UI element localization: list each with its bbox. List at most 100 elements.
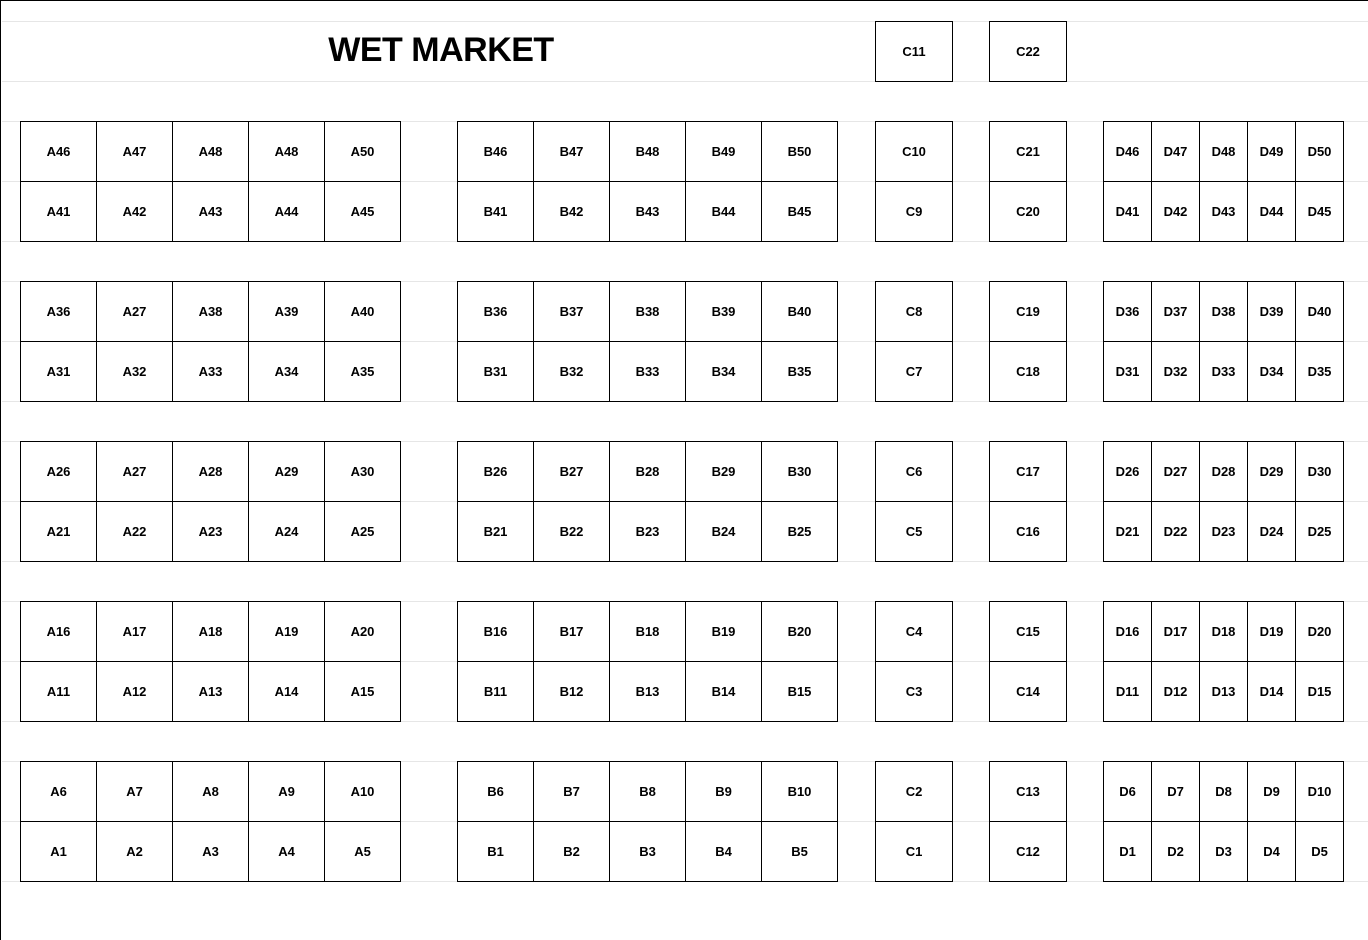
stall-b43: B43 xyxy=(609,181,686,242)
stall-d41: D41 xyxy=(1103,181,1152,242)
stall-d46: D46 xyxy=(1103,121,1152,182)
stall-a29: A29 xyxy=(248,441,325,502)
stall-b46: B46 xyxy=(457,121,534,182)
gridline xyxy=(2,81,1368,82)
stall-a33: A33 xyxy=(172,341,249,402)
stall-a41: A41 xyxy=(20,181,97,242)
stall-a5: A5 xyxy=(324,821,401,882)
stall-d6: D6 xyxy=(1103,761,1152,822)
stall-d48: D48 xyxy=(1199,121,1248,182)
stall-a35: A35 xyxy=(324,341,401,402)
stall-b26: B26 xyxy=(457,441,534,502)
stall-a26: A26 xyxy=(20,441,97,502)
stall-b34: B34 xyxy=(685,341,762,402)
stall-a40: A40 xyxy=(324,281,401,342)
stall-d2: D2 xyxy=(1151,821,1200,882)
stall-a20: A20 xyxy=(324,601,401,662)
stall-a46: A46 xyxy=(20,121,97,182)
stall-b21: B21 xyxy=(457,501,534,562)
stall-b27: B27 xyxy=(533,441,610,502)
stall-b30: B30 xyxy=(761,441,838,502)
stall-a36: A36 xyxy=(20,281,97,342)
stall-b15: B15 xyxy=(761,661,838,722)
stall-a22: A22 xyxy=(96,501,173,562)
stall-c9: C9 xyxy=(875,181,953,242)
stall-a48: A48 xyxy=(248,121,325,182)
stall-b33: B33 xyxy=(609,341,686,402)
stall-b10: B10 xyxy=(761,761,838,822)
stall-b3: B3 xyxy=(609,821,686,882)
stall-d35: D35 xyxy=(1295,341,1344,402)
stall-b36: B36 xyxy=(457,281,534,342)
stall-a48: A48 xyxy=(172,121,249,182)
stall-b4: B4 xyxy=(685,821,762,882)
stall-b16: B16 xyxy=(457,601,534,662)
stall-a15: A15 xyxy=(324,661,401,722)
stall-c4: C4 xyxy=(875,601,953,662)
stall-d22: D22 xyxy=(1151,501,1200,562)
stall-b13: B13 xyxy=(609,661,686,722)
stall-d19: D19 xyxy=(1247,601,1296,662)
stall-c18: C18 xyxy=(989,341,1067,402)
stall-c2: C2 xyxy=(875,761,953,822)
stall-d21: D21 xyxy=(1103,501,1152,562)
stall-a14: A14 xyxy=(248,661,325,722)
stall-d11: D11 xyxy=(1103,661,1152,722)
stall-b9: B9 xyxy=(685,761,762,822)
stall-a19: A19 xyxy=(248,601,325,662)
stall-c1: C1 xyxy=(875,821,953,882)
stall-c5: C5 xyxy=(875,501,953,562)
stall-a17: A17 xyxy=(96,601,173,662)
stall-d32: D32 xyxy=(1151,341,1200,402)
stall-c16: C16 xyxy=(989,501,1067,562)
stall-a6: A6 xyxy=(20,761,97,822)
stall-b45: B45 xyxy=(761,181,838,242)
stall-b47: B47 xyxy=(533,121,610,182)
stall-a45: A45 xyxy=(324,181,401,242)
stall-a9: A9 xyxy=(248,761,325,822)
stall-c3: C3 xyxy=(875,661,953,722)
stall-a3: A3 xyxy=(172,821,249,882)
stall-b11: B11 xyxy=(457,661,534,722)
stall-b32: B32 xyxy=(533,341,610,402)
stall-d3: D3 xyxy=(1199,821,1248,882)
stall-a25: A25 xyxy=(324,501,401,562)
stall-a43: A43 xyxy=(172,181,249,242)
stall-d4: D4 xyxy=(1247,821,1296,882)
stall-d1: D1 xyxy=(1103,821,1152,882)
stall-d42: D42 xyxy=(1151,181,1200,242)
stall-a2: A2 xyxy=(96,821,173,882)
stall-a50: A50 xyxy=(324,121,401,182)
stall-a21: A21 xyxy=(20,501,97,562)
stall-b38: B38 xyxy=(609,281,686,342)
stall-b31: B31 xyxy=(457,341,534,402)
stall-d26: D26 xyxy=(1103,441,1152,502)
stall-c7: C7 xyxy=(875,341,953,402)
stall-a11: A11 xyxy=(20,661,97,722)
stall-d10: D10 xyxy=(1295,761,1344,822)
stall-d14: D14 xyxy=(1247,661,1296,722)
stall-d50: D50 xyxy=(1295,121,1344,182)
stall-d16: D16 xyxy=(1103,601,1152,662)
stall-b5: B5 xyxy=(761,821,838,882)
stall-b23: B23 xyxy=(609,501,686,562)
stall-b44: B44 xyxy=(685,181,762,242)
stall-d27: D27 xyxy=(1151,441,1200,502)
page-title: WET MARKET xyxy=(328,31,554,69)
stall-a16: A16 xyxy=(20,601,97,662)
stall-a31: A31 xyxy=(20,341,97,402)
stall-d43: D43 xyxy=(1199,181,1248,242)
stall-d34: D34 xyxy=(1247,341,1296,402)
stall-c20: C20 xyxy=(989,181,1067,242)
stall-c22: C22 xyxy=(989,21,1067,82)
stall-d49: D49 xyxy=(1247,121,1296,182)
stall-d13: D13 xyxy=(1199,661,1248,722)
stall-b6: B6 xyxy=(457,761,534,822)
stall-c17: C17 xyxy=(989,441,1067,502)
stall-d30: D30 xyxy=(1295,441,1344,502)
stall-a12: A12 xyxy=(96,661,173,722)
stall-d40: D40 xyxy=(1295,281,1344,342)
stall-d7: D7 xyxy=(1151,761,1200,822)
stall-a47: A47 xyxy=(96,121,173,182)
